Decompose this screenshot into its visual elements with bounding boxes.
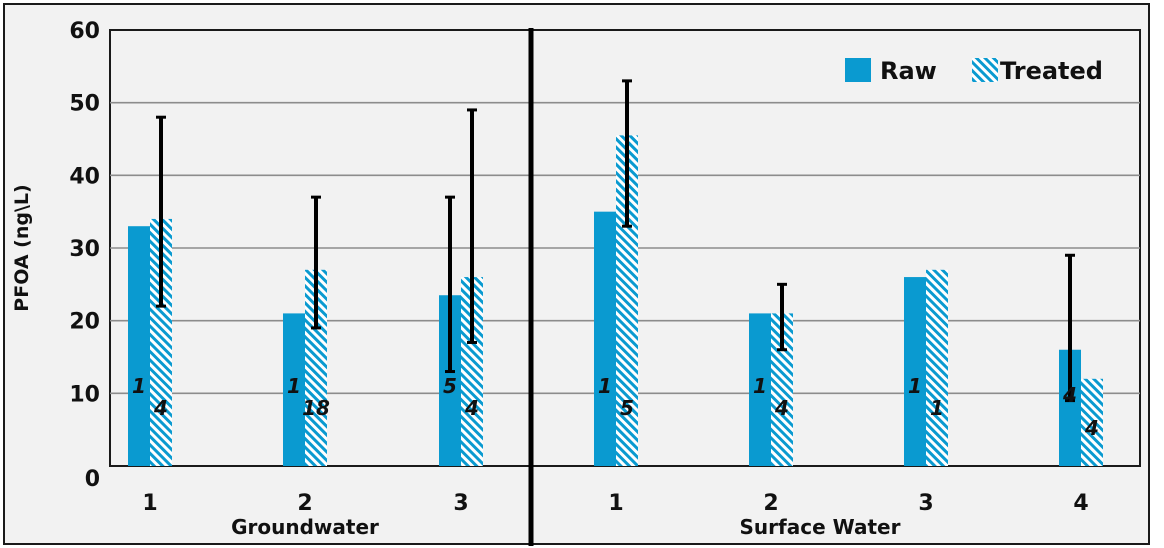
n-label-treated: 4 [153, 396, 168, 420]
x-tick-label: 3 [453, 491, 468, 516]
y-tick-labels: 0 10 20 30 40 50 60 [69, 19, 100, 492]
x-tick-label: 2 [763, 491, 778, 516]
n-label-treated: 18 [302, 396, 330, 420]
bar-raw [439, 295, 461, 466]
x-tick-label: 1 [142, 491, 157, 516]
bar-treated [926, 269, 948, 466]
bar-raw [594, 211, 616, 466]
legend-label-treated: Treated [1000, 57, 1103, 85]
n-label-raw: 4 [1062, 383, 1077, 407]
legend: Raw Treated [845, 57, 1103, 85]
bar-treated [1081, 378, 1103, 466]
y-tick-label: 30 [69, 237, 100, 262]
x-tick-label: 1 [608, 491, 623, 516]
x-tick-label: 4 [1073, 491, 1088, 516]
bar-raw [283, 313, 305, 466]
n-label-treated: 1 [930, 396, 944, 420]
bar-treated [305, 269, 327, 466]
y-tick-label: 20 [69, 310, 100, 335]
bar-treated [616, 135, 638, 466]
y-tick-label: 10 [69, 382, 100, 407]
bar-raw [749, 313, 771, 466]
n-label-treated: 5 [620, 396, 634, 420]
error-bars [156, 79, 1075, 403]
legend-swatch-raw [845, 58, 871, 82]
n-label-treated: 4 [1084, 416, 1099, 440]
y-tick-label: 0 [85, 467, 100, 492]
group-labels: Groundwater Surface Water [231, 515, 900, 539]
group-label: Groundwater [231, 515, 379, 539]
n-label-raw: 1 [132, 374, 146, 398]
n-label-raw: 1 [753, 374, 767, 398]
group-label: Surface Water [740, 515, 901, 539]
n-label-raw: 5 [443, 374, 457, 398]
n-label-treated: 4 [774, 396, 789, 420]
bar-treated [461, 277, 483, 466]
bar-treated [771, 313, 793, 466]
legend-label-raw: Raw [880, 57, 937, 85]
x-tick-label: 3 [918, 491, 933, 516]
bar-raw [904, 277, 926, 466]
n-label-treated: 4 [464, 396, 479, 420]
bars [128, 135, 1103, 466]
n-label-raw: 1 [287, 374, 301, 398]
y-tick-label: 50 [69, 92, 100, 117]
bar-raw [128, 226, 150, 466]
x-tick-label: 2 [297, 491, 312, 516]
legend-swatch-treated [972, 58, 998, 82]
bar-raw [1059, 349, 1081, 466]
y-tick-label: 40 [69, 164, 100, 189]
n-label-raw: 1 [908, 374, 922, 398]
x-tick-labels: 1 2 3 1 2 3 4 [142, 491, 1088, 516]
y-tick-label: 60 [69, 19, 100, 44]
bar-treated [150, 218, 172, 466]
y-axis-label: PFOA (ng\L) [11, 184, 33, 311]
n-label-raw: 1 [598, 374, 612, 398]
